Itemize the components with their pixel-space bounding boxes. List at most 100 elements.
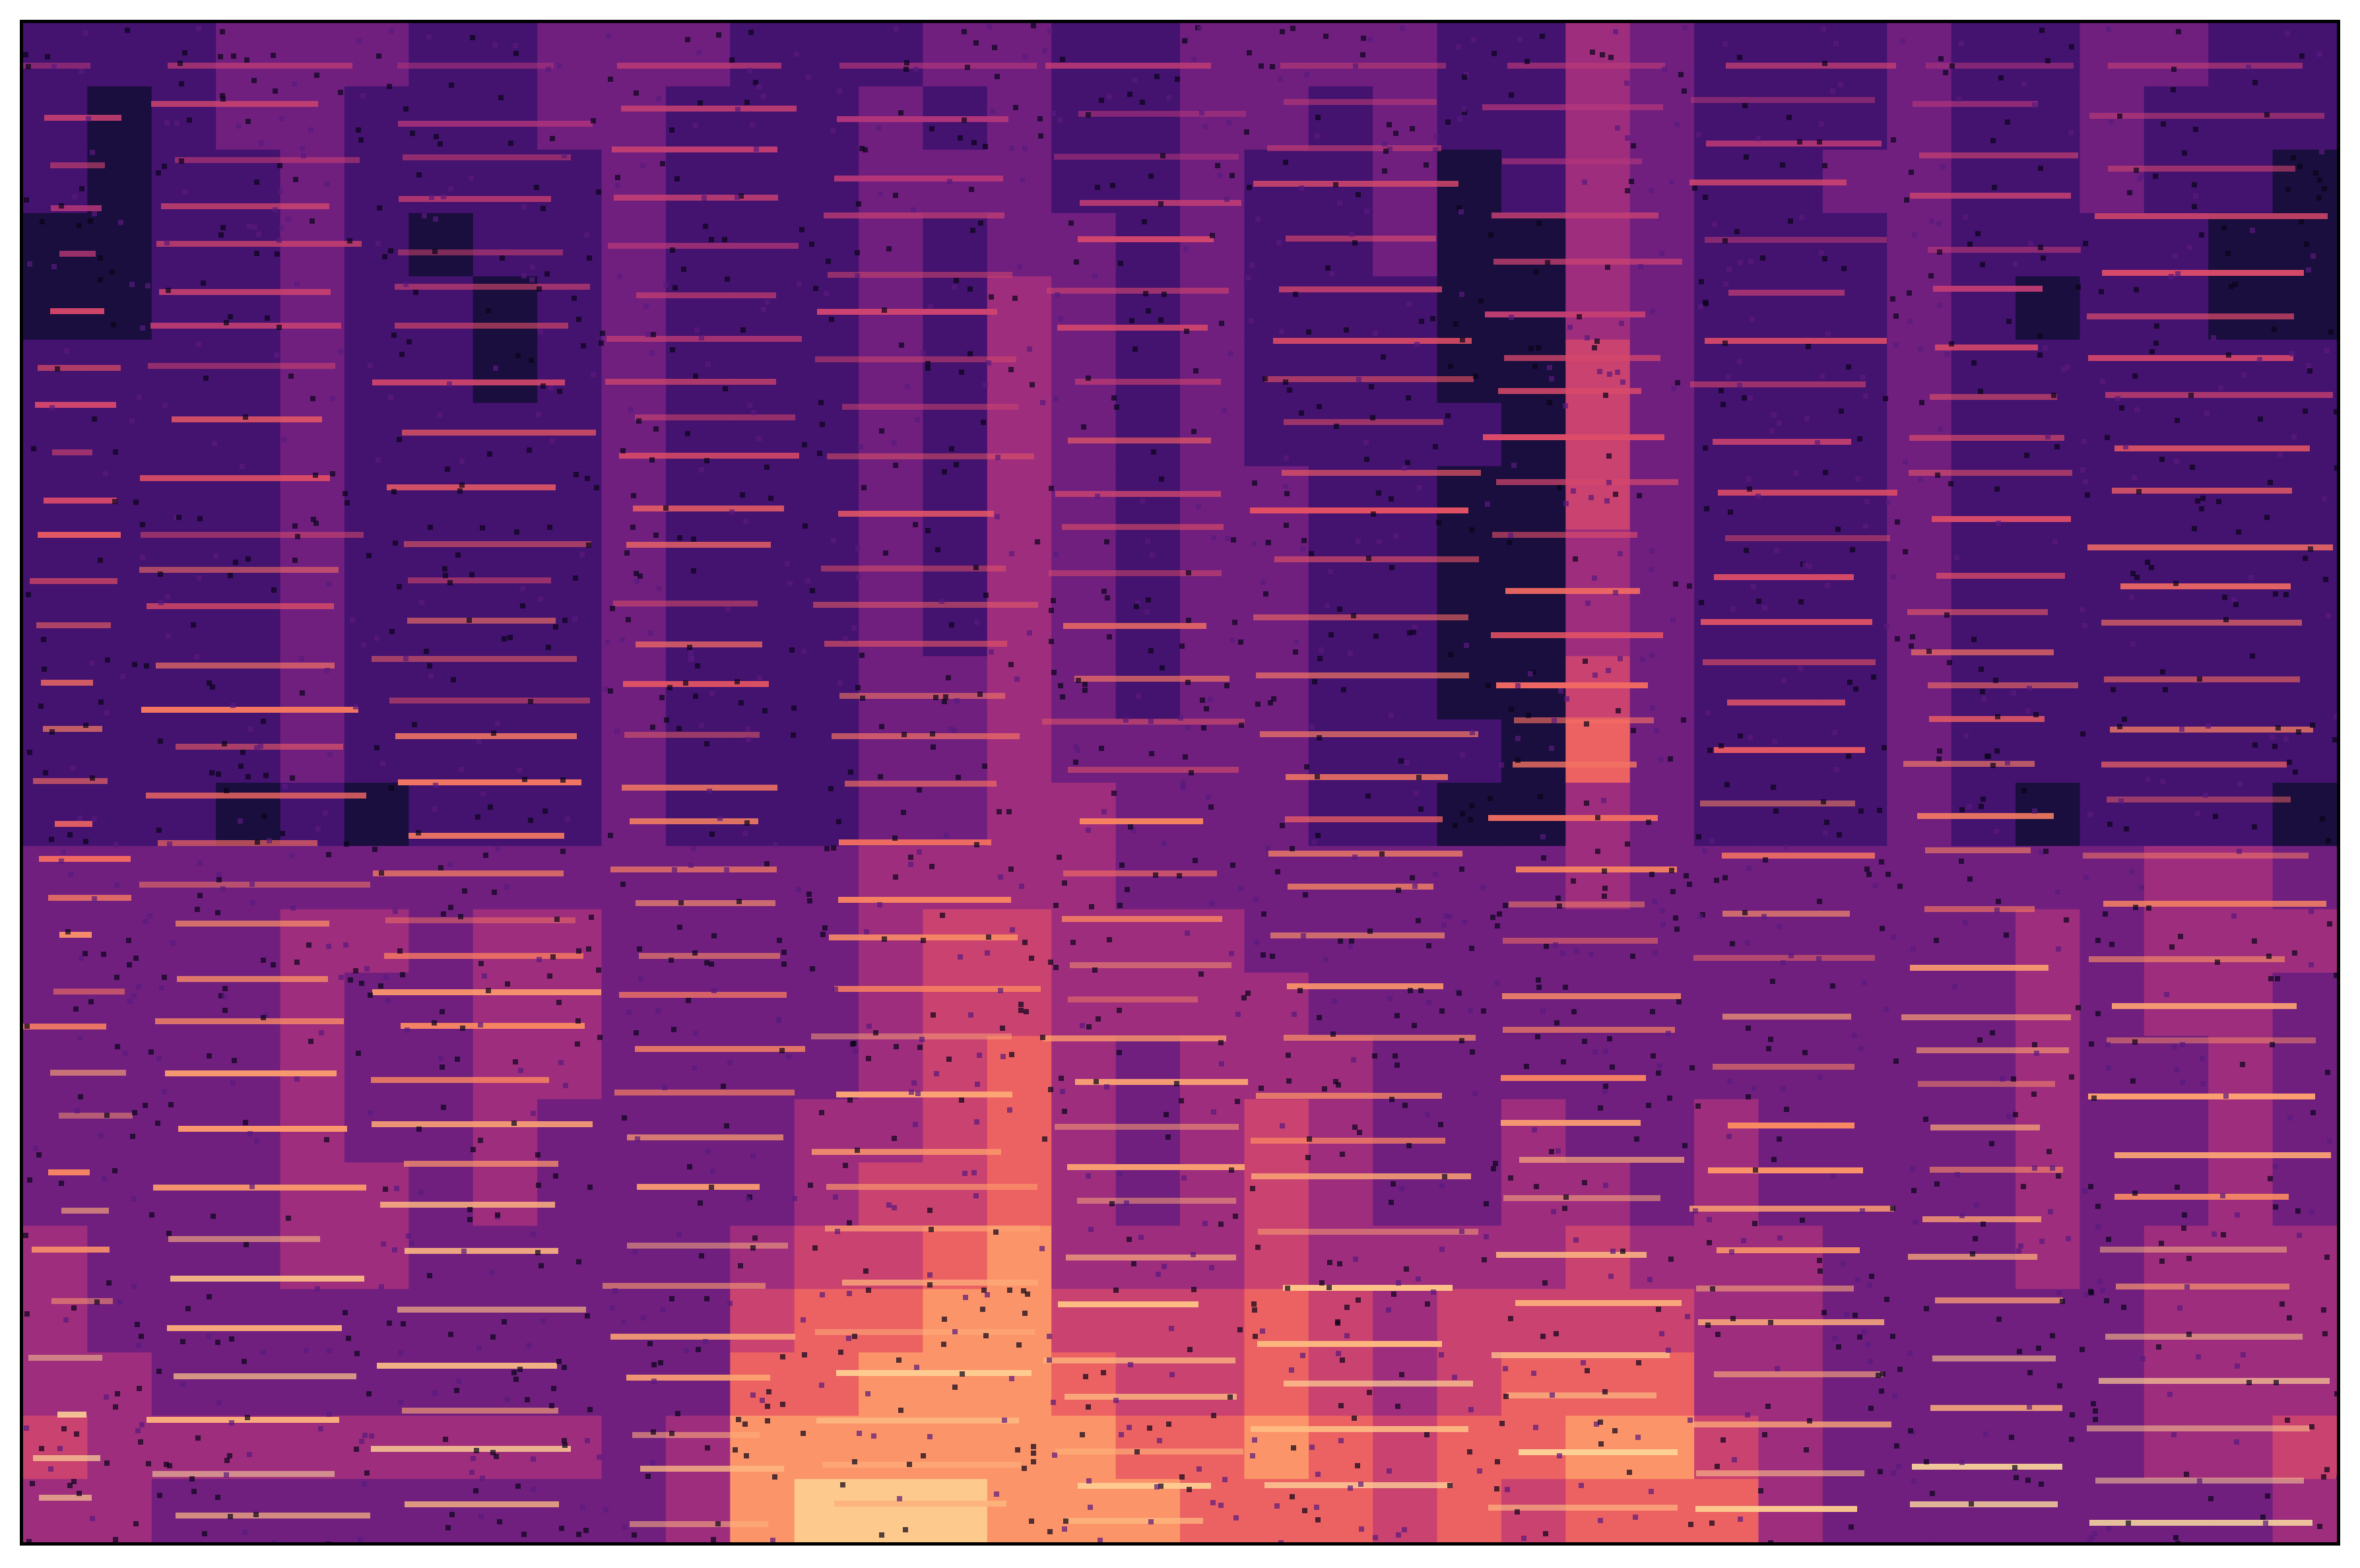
- noise-dot: [1151, 449, 1156, 455]
- noise-dot: [1819, 374, 1825, 379]
- noise-dot: [1062, 1109, 1067, 1114]
- noise-dot: [1728, 509, 1733, 515]
- noise-dot: [1866, 872, 1872, 877]
- noise-dot: [866, 1288, 871, 1293]
- heatmap-cell: [601, 1099, 667, 1163]
- heatmap-cell: [1373, 593, 1438, 657]
- noise-dot: [638, 976, 643, 981]
- noise-dot: [2231, 913, 2237, 919]
- noise-dot: [930, 731, 935, 736]
- harmonic-streak: [817, 309, 997, 315]
- harmonic-streak: [627, 1243, 788, 1249]
- noise-dot: [433, 216, 438, 222]
- harmonic-streak: [2105, 1334, 2303, 1340]
- noise-dot: [1057, 855, 1062, 860]
- noise-dot: [102, 1176, 107, 1181]
- noise-dot: [327, 1412, 332, 1417]
- noise-dot: [1603, 1049, 1608, 1054]
- harmonic-streak: [1268, 851, 1462, 857]
- noise-dot: [2287, 760, 2292, 765]
- noise-dot: [1992, 185, 1997, 190]
- harmonic-streak: [1722, 911, 1850, 917]
- noise-dot: [299, 656, 304, 661]
- noise-dot: [92, 416, 97, 422]
- noise-dot: [1533, 1425, 1538, 1430]
- noise-dot: [1855, 1277, 1860, 1282]
- noise-dot: [765, 1418, 770, 1423]
- harmonic-streak: [839, 839, 991, 845]
- noise-dot: [1047, 28, 1053, 34]
- noise-dot: [1704, 506, 1709, 511]
- noise-dot: [1393, 533, 1398, 539]
- heatmap-cell: [1437, 719, 1502, 783]
- noise-dot: [1998, 75, 2004, 81]
- noise-dot: [1299, 410, 1304, 416]
- noise-dot: [531, 1456, 536, 1462]
- noise-dot: [1719, 743, 1724, 748]
- noise-dot: [251, 78, 257, 83]
- heatmap-cell: [1373, 212, 1438, 277]
- noise-dot: [1076, 678, 1081, 683]
- noise-dot: [1200, 698, 1205, 703]
- heatmap-cell: [601, 719, 667, 783]
- noise-dot: [261, 958, 266, 963]
- noise-dot: [1737, 359, 1742, 364]
- harmonic-streak: [1068, 767, 1239, 773]
- noise-dot: [1357, 1130, 1362, 1135]
- noise-dot: [467, 1207, 473, 1212]
- noise-dot: [1912, 232, 1917, 238]
- noise-dot: [534, 185, 539, 190]
- noise-dot: [802, 1352, 807, 1357]
- harmonic-streak: [1077, 1198, 1236, 1204]
- noise-dot: [871, 1433, 876, 1439]
- noise-dot: [597, 1454, 602, 1460]
- noise-dot: [531, 1111, 536, 1116]
- noise-dot: [1480, 885, 1486, 890]
- noise-dot: [374, 745, 379, 750]
- harmonic-streak: [1502, 993, 1681, 999]
- noise-dot: [1394, 1062, 1400, 1068]
- noise-dot: [1688, 1522, 1693, 1527]
- harmonic-streak: [1055, 491, 1221, 497]
- noise-dot: [1145, 539, 1150, 544]
- noise-dot: [693, 374, 698, 379]
- heatmap-cell: [1758, 23, 1823, 87]
- noise-dot: [383, 1187, 388, 1192]
- heatmap-cell: [794, 1225, 860, 1290]
- heatmap-cell: [1051, 403, 1117, 467]
- noise-dot: [1140, 498, 1145, 504]
- noise-dot: [2200, 1056, 2205, 1061]
- heatmap-cell: [1694, 23, 1759, 87]
- harmonic-streak: [1935, 344, 2038, 350]
- noise-dot: [1260, 1328, 1265, 1334]
- noise-dot: [2291, 434, 2297, 440]
- noise-dot: [1259, 63, 1264, 69]
- harmonic-streak: [827, 453, 1034, 459]
- noise-dot: [449, 1512, 455, 1517]
- heatmap-cell: [537, 212, 603, 277]
- noise-dot: [2011, 1076, 2016, 1082]
- noise-dot: [1582, 1039, 1587, 1044]
- noise-dot: [2134, 287, 2139, 292]
- noise-dot: [2184, 1472, 2189, 1477]
- noise-dot: [1649, 1489, 1654, 1494]
- noise-dot: [288, 374, 294, 379]
- noise-dot: [847, 1291, 852, 1296]
- noise-dot: [467, 1217, 473, 1222]
- heatmap-cell: [923, 529, 988, 594]
- heatmap-cell: [601, 656, 667, 721]
- noise-dot: [1325, 603, 1330, 608]
- heatmap-cell: [1115, 1162, 1181, 1227]
- heatmap-cell: [730, 23, 795, 87]
- noise-dot: [1131, 1261, 1136, 1266]
- noise-dot: [913, 1122, 918, 1127]
- noise-dot: [1532, 364, 1538, 369]
- noise-dot: [707, 789, 712, 794]
- noise-dot: [1864, 866, 1870, 872]
- noise-dot: [1659, 1331, 1664, 1336]
- noise-dot: [2056, 1173, 2061, 1179]
- noise-dot: [1669, 868, 1674, 873]
- noise-dot: [140, 555, 145, 560]
- noise-dot: [699, 467, 704, 473]
- noise-dot: [2237, 781, 2243, 787]
